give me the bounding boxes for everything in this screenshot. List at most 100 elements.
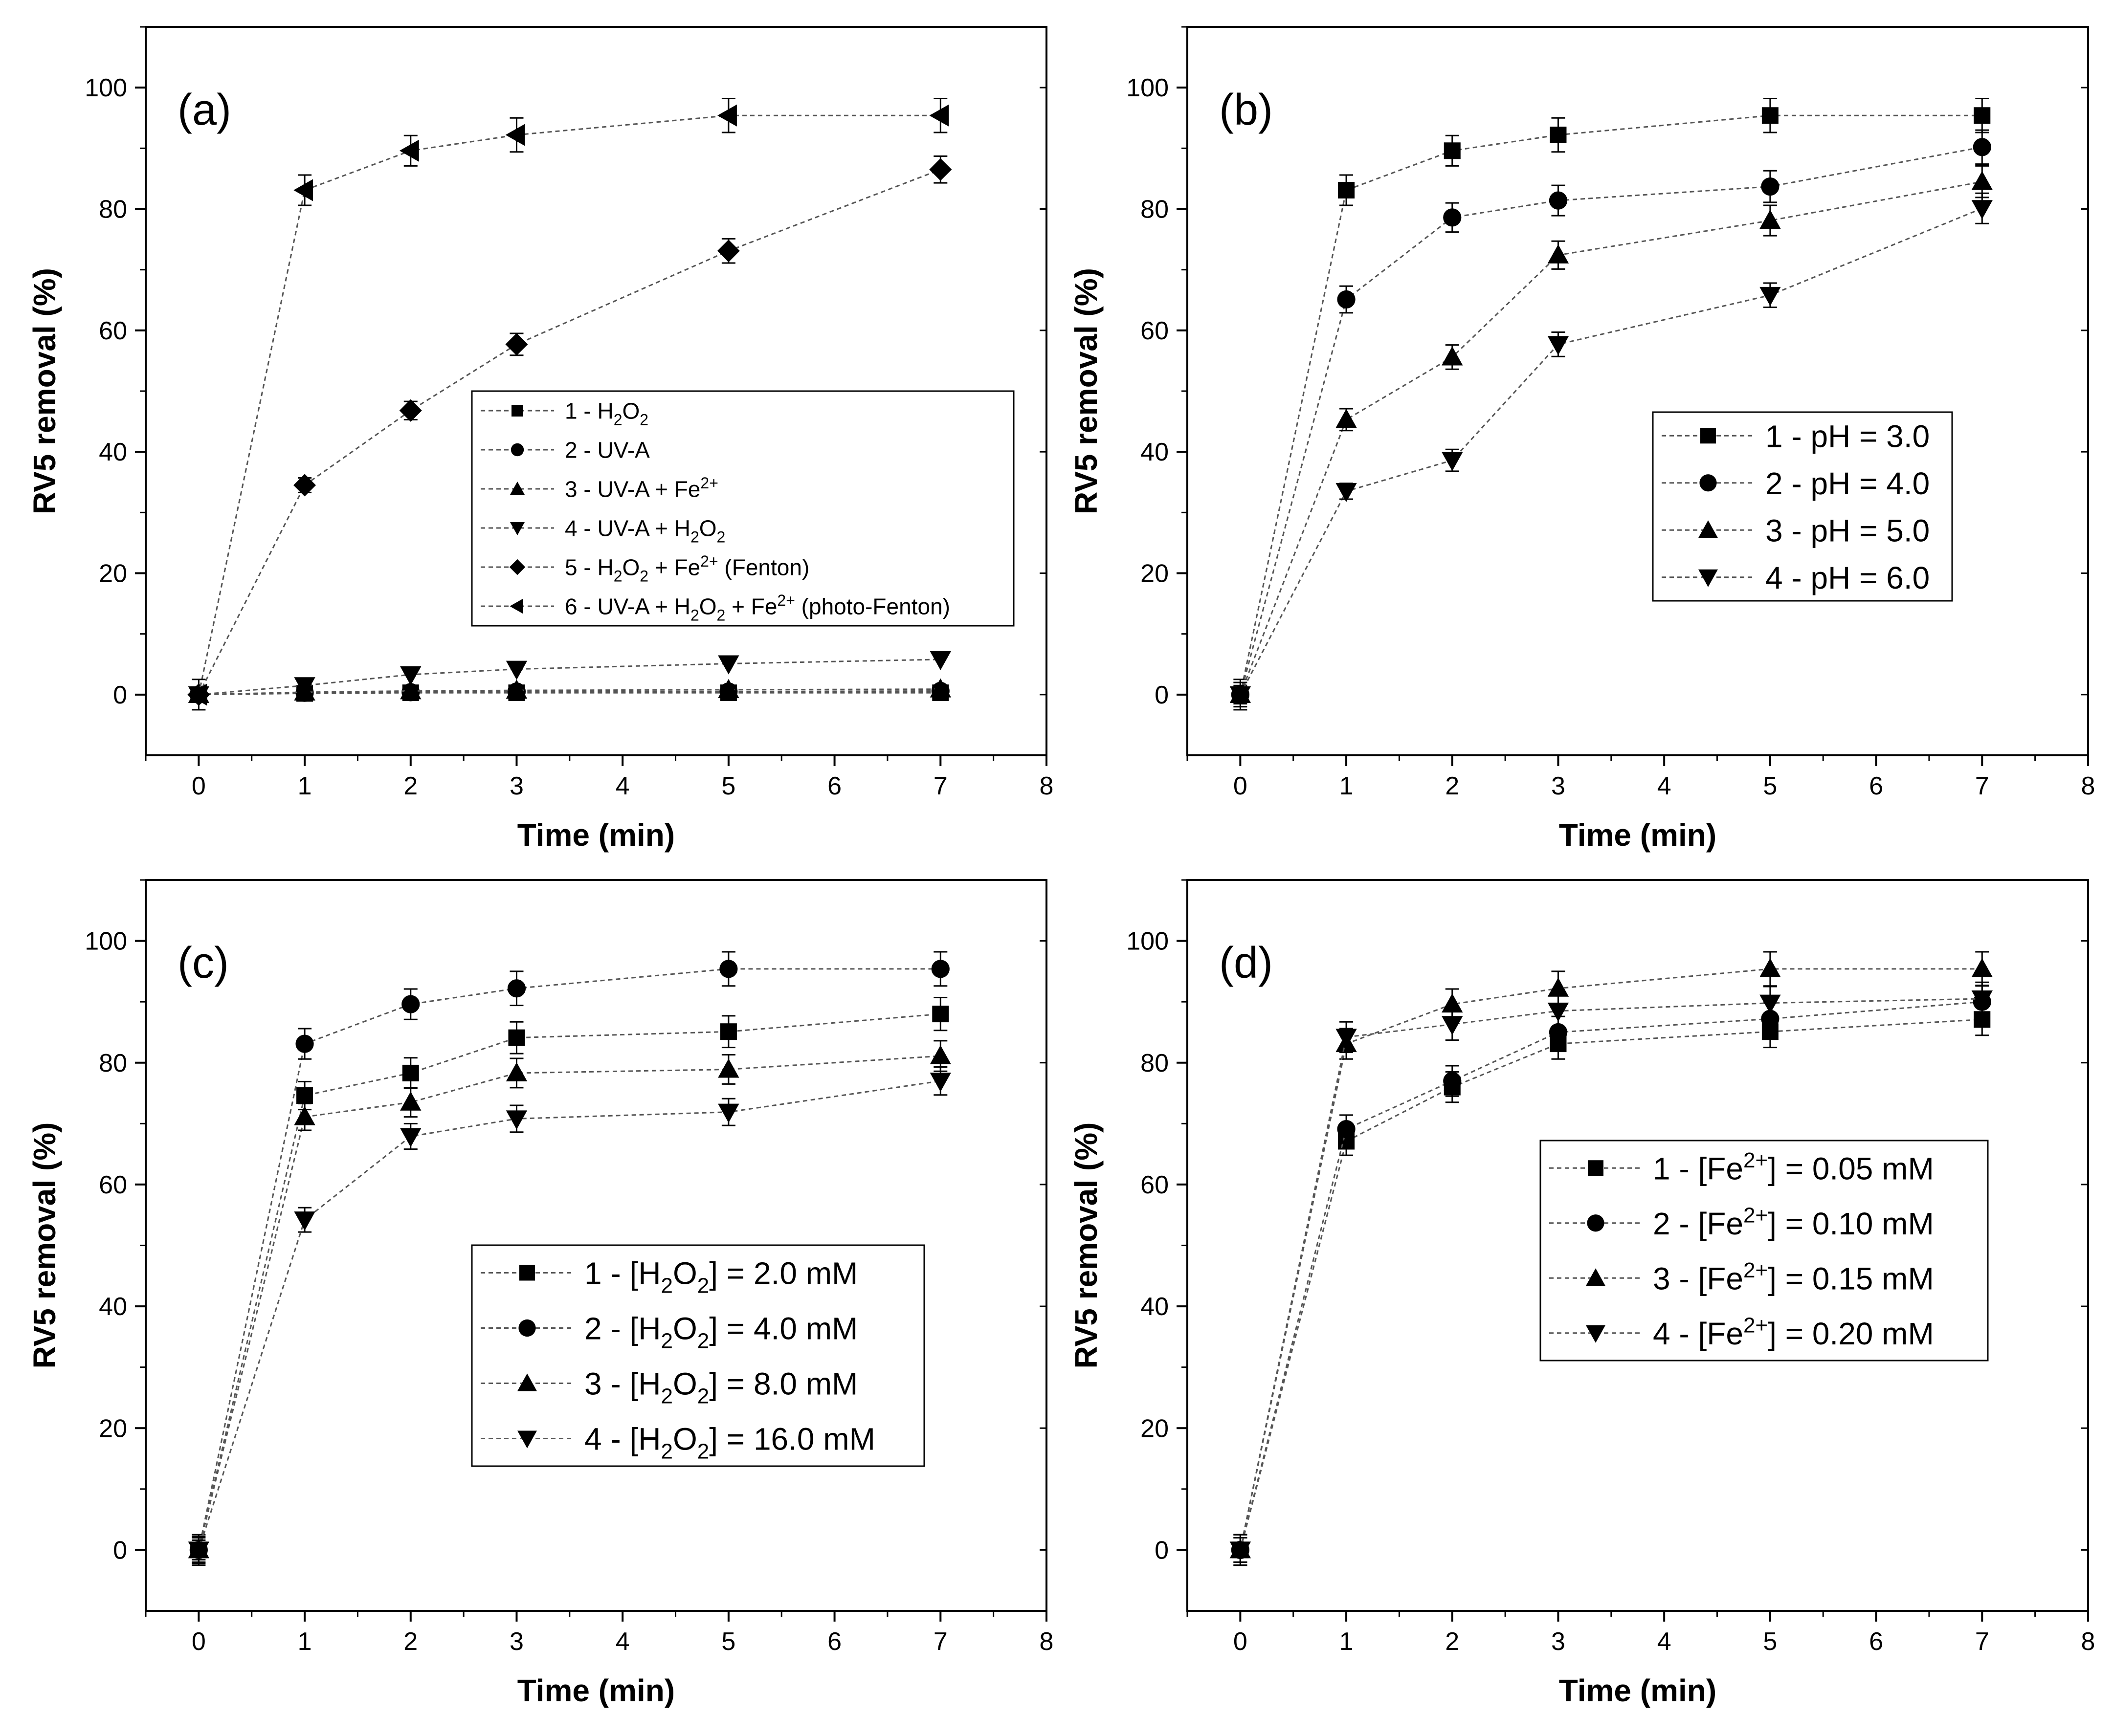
legend-marker bbox=[1586, 1268, 1605, 1286]
series-line bbox=[1239, 146, 1982, 695]
x-tick-label: 0 bbox=[192, 772, 206, 800]
legend-marker bbox=[510, 598, 523, 614]
y-tick-label: 40 bbox=[1140, 1293, 1169, 1321]
data-point bbox=[1229, 686, 1251, 705]
data-point bbox=[506, 680, 528, 699]
data-point bbox=[1444, 142, 1461, 159]
legend-label: 3 - UV-A + Fe2+​ bbox=[565, 474, 718, 502]
legend-marker bbox=[1698, 569, 1718, 587]
data-point bbox=[1442, 452, 1463, 471]
data-point bbox=[294, 1106, 315, 1125]
x-tick-label: 3 bbox=[1551, 1627, 1565, 1656]
panel-label: (a) bbox=[178, 86, 231, 134]
data-point bbox=[1974, 1011, 1991, 1028]
x-tick-label: 3 bbox=[510, 772, 524, 800]
legend-label: 2 - [H2​O2​] = 4.0 mM bbox=[584, 1311, 858, 1353]
x-tick-label: 2 bbox=[403, 1627, 418, 1656]
data-point bbox=[930, 651, 951, 670]
data-point bbox=[505, 333, 528, 356]
data-point bbox=[294, 677, 315, 697]
data-point bbox=[506, 660, 528, 680]
data-point bbox=[1337, 1120, 1356, 1139]
y-tick-label: 60 bbox=[1140, 317, 1169, 345]
y-tick-label: 20 bbox=[1140, 1414, 1169, 1443]
data-point bbox=[717, 104, 737, 127]
y-tick-label: 80 bbox=[1140, 196, 1169, 224]
x-tick-label: 4 bbox=[616, 772, 630, 800]
y-tick-label: 20 bbox=[99, 1414, 127, 1443]
legend-marker bbox=[510, 482, 525, 495]
x-axis-title: Time (min) bbox=[517, 1673, 675, 1708]
legend-label: 2 - pH = 4.0 bbox=[1765, 466, 1930, 501]
data-point bbox=[930, 678, 951, 698]
y-tick-label: 80 bbox=[1140, 1049, 1169, 1077]
x-tick-label: 2 bbox=[1445, 1627, 1459, 1656]
panel-label: (c) bbox=[178, 939, 229, 988]
series-6 bbox=[187, 98, 949, 711]
y-tick-label: 0 bbox=[1155, 1536, 1169, 1564]
data-point bbox=[1761, 107, 1779, 124]
x-tick-label: 2 bbox=[403, 772, 418, 800]
y-axis-title: RV5 removal (%) bbox=[27, 1122, 62, 1369]
legend-marker bbox=[1588, 1160, 1603, 1176]
y-tick-label: 80 bbox=[99, 1049, 127, 1077]
data-point bbox=[293, 179, 313, 201]
legend-label: 3 - [Fe2+​] = 0.15 mM bbox=[1653, 1258, 1934, 1296]
data-point bbox=[931, 960, 950, 978]
x-tick-label: 2 bbox=[1445, 772, 1459, 800]
x-axis-title: Time (min) bbox=[517, 817, 675, 853]
y-axis-title: RV5 removal (%) bbox=[1068, 268, 1104, 514]
x-axis-title: Time (min) bbox=[1559, 817, 1716, 853]
data-point bbox=[188, 1541, 210, 1561]
x-axis-title: Time (min) bbox=[1559, 1673, 1716, 1708]
data-point bbox=[400, 1091, 422, 1111]
y-tick-label: 20 bbox=[1140, 560, 1169, 588]
series-line bbox=[1239, 1001, 1982, 1550]
y-tick-label: 60 bbox=[99, 317, 127, 345]
legend-label: 6 - UV-A + H2​O2​ + Fe2+​ (photo-Fenton) bbox=[565, 592, 950, 624]
legend: 1 - [H2​O2​] = 2.0 mM 2 - [H2​O2​] = 4.0 … bbox=[471, 1244, 925, 1467]
data-point bbox=[296, 1087, 313, 1104]
x-tick-label: 8 bbox=[1040, 1627, 1054, 1656]
legend-label: 2 - [Fe2+​] = 0.10 mM bbox=[1653, 1203, 1934, 1241]
legend: 1 - pH = 3.0 2 - pH = 4.0 3 - pH = 5.0 4 - … bbox=[1652, 411, 1953, 602]
data-point bbox=[1335, 483, 1357, 502]
series-2 bbox=[1231, 129, 1991, 708]
data-point bbox=[1974, 107, 1991, 124]
data-point bbox=[399, 399, 422, 422]
data-point bbox=[1229, 1541, 1251, 1561]
data-point bbox=[932, 1006, 949, 1023]
legend-marker bbox=[519, 1265, 535, 1281]
y-tick-label: 40 bbox=[1140, 438, 1169, 466]
data-point bbox=[719, 960, 738, 978]
legend-label: 4 - [Fe2+​] = 0.20 mM bbox=[1653, 1313, 1934, 1351]
data-point bbox=[1547, 336, 1569, 355]
x-tick-label: 5 bbox=[1763, 1627, 1777, 1656]
data-point bbox=[1547, 1002, 1569, 1022]
series-1 bbox=[1232, 98, 1991, 711]
series-4 bbox=[1229, 192, 1993, 705]
legend-label: 4 - pH = 6.0 bbox=[1765, 560, 1930, 595]
legend-box bbox=[471, 390, 1015, 627]
legend-marker bbox=[509, 559, 526, 575]
legend-label: 1 - H2​O2​ bbox=[565, 398, 648, 429]
x-tick-label: 4 bbox=[1657, 1627, 1671, 1656]
data-point bbox=[930, 1073, 951, 1092]
legend-label: 4 - [H2​O2​] = 16.0 mM bbox=[584, 1422, 875, 1464]
panel-label: (d) bbox=[1219, 939, 1273, 988]
y-tick-label: 40 bbox=[99, 438, 127, 466]
x-tick-label: 1 bbox=[1339, 772, 1354, 800]
data-point bbox=[399, 139, 419, 162]
legend-marker bbox=[517, 1373, 537, 1391]
series-line bbox=[1239, 1018, 1982, 1550]
data-point bbox=[1443, 208, 1462, 227]
x-tick-label: 0 bbox=[1233, 772, 1247, 800]
data-point bbox=[1443, 1072, 1462, 1090]
y-tick-label: 100 bbox=[1126, 927, 1169, 956]
x-tick-label: 8 bbox=[1040, 772, 1054, 800]
data-point bbox=[1759, 210, 1781, 229]
data-point bbox=[1761, 177, 1779, 196]
